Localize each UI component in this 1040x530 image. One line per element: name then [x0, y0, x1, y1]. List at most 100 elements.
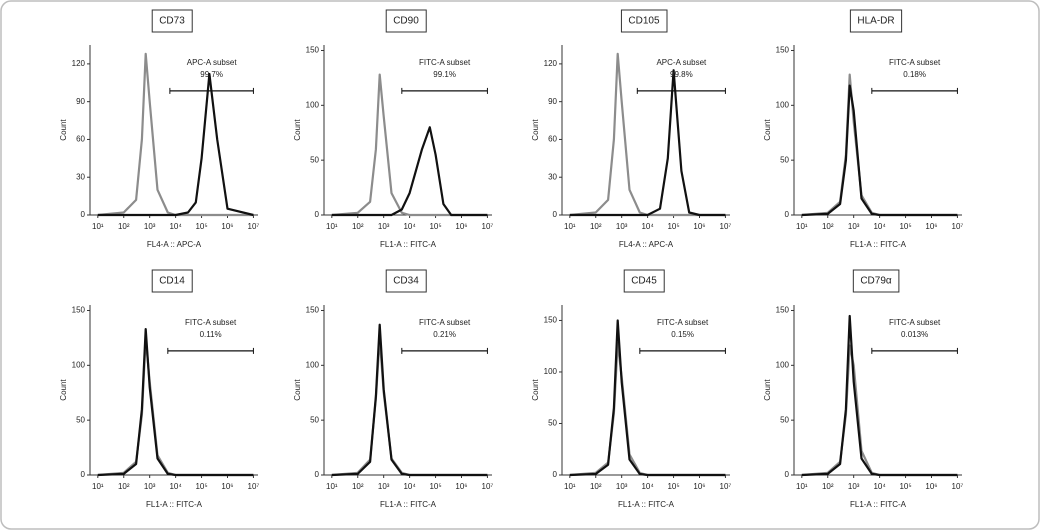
y-tick-label: 50: [310, 415, 319, 424]
panel-title: CD45: [631, 276, 657, 287]
y-tick-label: 100: [306, 360, 320, 369]
x-tick-label: 10¹: [564, 222, 576, 231]
histogram-curve: [331, 323, 488, 477]
y-tick-label: 150: [72, 306, 86, 315]
y-tick-label: 60: [76, 135, 85, 144]
x-tick-label: 10⁴: [403, 482, 416, 491]
x-tick-label: 10³: [848, 222, 860, 231]
gate-label: APC-A subset: [656, 58, 707, 67]
panel-title-box: [151, 9, 193, 33]
panel-title-box: [849, 9, 903, 33]
y-tick-label: 100: [776, 360, 790, 369]
y-tick-label: 100: [72, 360, 86, 369]
x-tick-label: 10³: [378, 222, 390, 231]
x-tick-label: 10³: [616, 482, 628, 491]
subset-percent: 99.1%: [433, 70, 456, 79]
y-tick-label: 120: [72, 59, 86, 68]
panel-title-box: [620, 9, 668, 33]
y-tick-label: 150: [544, 316, 558, 325]
x-tick-label: 10²: [118, 222, 130, 231]
x-tick-label: 10¹: [796, 222, 808, 231]
y-tick-label: 150: [776, 46, 790, 55]
x-tick-label: 10³: [378, 482, 390, 491]
panel-title: CD73: [159, 16, 185, 27]
x-tick-label: 10⁵: [429, 482, 441, 491]
gate-label: FITC-A subset: [889, 318, 941, 327]
gate-label: FITC-A subset: [185, 318, 237, 327]
subset-percent: 99.8%: [670, 70, 693, 79]
panel-title-box: [385, 269, 427, 293]
gate-label: APC-A subset: [187, 58, 238, 67]
x-tick-label: 10⁵: [195, 482, 207, 491]
panel-title-box: [151, 269, 193, 293]
x-tick-label: 10²: [118, 482, 130, 491]
panel-title-box: [852, 269, 900, 293]
x-tick-label: 10³: [144, 222, 156, 231]
x-tick-label: 10²: [590, 482, 602, 491]
panel-title: CD14: [159, 276, 185, 287]
x-tick-label: 10⁷: [482, 482, 494, 491]
x-tick-label: 10¹: [326, 222, 338, 231]
x-tick-label: 10⁶: [455, 482, 467, 491]
x-tick-label: 10⁷: [952, 222, 964, 231]
panel-title: CD90: [393, 16, 419, 27]
histogram-curve: [801, 314, 958, 477]
y-tick-label: 100: [544, 367, 558, 376]
x-tick-label: 10²: [352, 222, 364, 231]
subset-percent: 99.7%: [200, 70, 223, 79]
x-tick-label: 10⁶: [693, 222, 705, 231]
y-axis-label: Count: [763, 379, 772, 401]
y-tick-label: 0: [315, 210, 320, 219]
x-tick-label: 10⁷: [482, 222, 494, 231]
panel-title: CD79α: [860, 276, 892, 287]
y-tick-label: 0: [553, 470, 558, 479]
x-tick-label: 10⁴: [641, 222, 654, 231]
subset-percent: 0.11%: [200, 330, 222, 339]
x-tick-label: 10⁷: [720, 482, 732, 491]
x-tick-label: 10¹: [796, 482, 808, 491]
y-tick-label: 60: [548, 135, 557, 144]
histogram-curve: [331, 126, 488, 217]
y-axis-label: Count: [531, 119, 540, 141]
histogram-curve: [569, 69, 726, 217]
x-tick-label: 10¹: [326, 482, 338, 491]
x-axis-label: FL1-A :: FITC-A: [618, 500, 675, 509]
x-tick-label: 10⁵: [429, 222, 441, 231]
gate-label: FITC-A subset: [419, 318, 471, 327]
gate-label: FITC-A subset: [657, 318, 709, 327]
x-tick-label: 10¹: [92, 482, 104, 491]
histogram-curve: [331, 73, 488, 217]
subset-percent: 0.15%: [671, 330, 694, 339]
y-tick-label: 150: [306, 46, 320, 55]
x-tick-label: 10⁴: [169, 482, 182, 491]
x-tick-label: 10⁶: [221, 482, 233, 491]
x-tick-label: 10⁵: [667, 482, 679, 491]
x-tick-label: 10²: [352, 482, 364, 491]
y-axis-label: Count: [293, 379, 302, 401]
subset-percent: 0.013%: [901, 330, 928, 339]
x-tick-label: 10⁴: [873, 482, 886, 491]
y-tick-label: 30: [76, 172, 85, 181]
y-tick-label: 100: [776, 100, 790, 109]
x-axis-label: FL4-A :: APC-A: [147, 240, 202, 249]
y-tick-label: 30: [548, 172, 557, 181]
y-axis-label: Count: [59, 379, 68, 401]
x-tick-label: 10⁶: [693, 482, 705, 491]
x-tick-label: 10⁴: [403, 222, 416, 231]
x-tick-label: 10⁶: [925, 482, 937, 491]
x-tick-label: 10⁷: [720, 222, 732, 231]
y-tick-label: 0: [785, 470, 790, 479]
y-tick-label: 0: [315, 470, 320, 479]
histogram-curve: [569, 52, 726, 217]
x-tick-label: 10³: [616, 222, 628, 231]
histogram-curve: [97, 52, 254, 217]
y-tick-label: 150: [776, 306, 790, 315]
histogram-curve: [569, 319, 726, 477]
subset-percent: 0.18%: [903, 70, 926, 79]
x-tick-label: 10⁷: [952, 482, 964, 491]
y-tick-label: 150: [306, 306, 320, 315]
x-tick-label: 10⁵: [667, 222, 679, 231]
y-tick-label: 0: [553, 210, 558, 219]
x-axis-label: FL1-A :: FITC-A: [146, 500, 203, 509]
x-tick-label: 10²: [822, 222, 834, 231]
